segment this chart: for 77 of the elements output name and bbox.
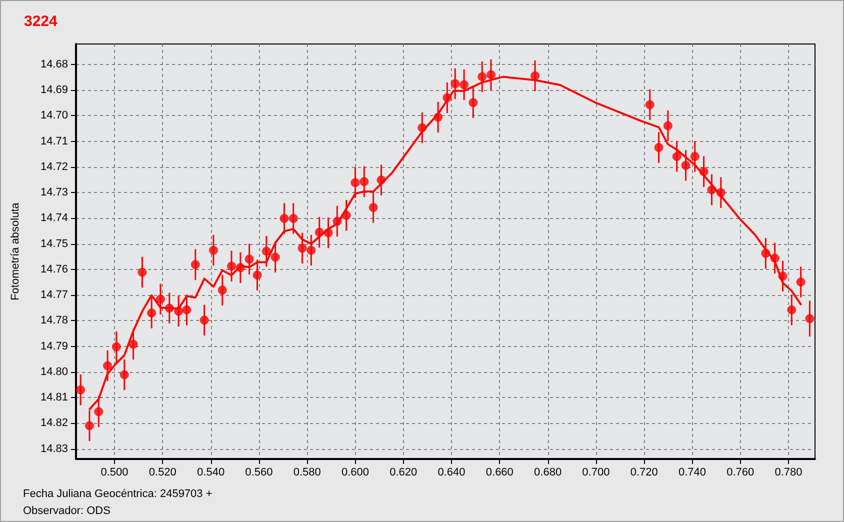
point <box>360 177 369 186</box>
point <box>486 70 496 80</box>
point <box>190 260 200 270</box>
point <box>663 121 672 130</box>
point <box>147 308 156 318</box>
x-tick-label: 0.740 <box>678 466 706 478</box>
point <box>280 214 289 223</box>
chart-title: 3224 <box>24 13 58 30</box>
point <box>218 286 227 295</box>
y-axis-title: Fotometría absoluta <box>10 202 22 300</box>
point <box>460 80 469 90</box>
point <box>478 72 487 82</box>
y-tick-label: 14.83 <box>40 442 68 455</box>
x-tick-label: 0.680 <box>534 466 562 478</box>
point <box>138 268 147 277</box>
point <box>368 202 378 212</box>
point <box>654 142 664 152</box>
point <box>645 100 654 110</box>
text: Observador: ODS <box>23 505 110 517</box>
point <box>103 361 112 370</box>
x-tick-label: 0.780 <box>774 466 802 478</box>
point <box>156 294 165 304</box>
point <box>200 316 209 325</box>
point <box>182 305 192 314</box>
point <box>468 98 478 108</box>
point <box>530 71 540 80</box>
y-tick-label: 14.80 <box>40 366 68 378</box>
x-tick-label: 0.660 <box>486 466 514 478</box>
y-tick-label: 14.74 <box>40 212 68 224</box>
x-tick-label: 0.700 <box>582 466 610 478</box>
point <box>805 314 814 324</box>
y-tick-label: 14.81 <box>40 392 68 404</box>
point <box>84 421 94 430</box>
point <box>244 254 254 264</box>
x-tick-label: 0.620 <box>390 466 418 478</box>
x-tick-label: 0.580 <box>293 466 321 478</box>
x-tick-label: 0.600 <box>341 466 369 478</box>
x-tick-label: 0.540 <box>197 466 225 478</box>
x-tick-label: 0.560 <box>245 466 273 478</box>
point <box>672 152 682 161</box>
y-tick-label: 14.79 <box>40 340 68 352</box>
x-tick-label: 0.640 <box>438 466 466 478</box>
y-tick-label: 14.72 <box>40 160 68 173</box>
point <box>94 407 104 416</box>
y-tick-label: 14.82 <box>40 417 68 430</box>
point <box>350 178 360 188</box>
point <box>270 252 280 262</box>
point <box>252 270 262 280</box>
y-tick-label: 14.68 <box>40 58 68 70</box>
point <box>208 246 218 255</box>
point <box>796 277 806 286</box>
x-tick-label: 0.720 <box>630 466 658 478</box>
point <box>76 385 86 394</box>
y-tick-label: 14.69 <box>40 84 68 96</box>
point <box>681 160 690 170</box>
point <box>120 370 129 380</box>
x-tick-label: 0.760 <box>726 466 754 478</box>
point <box>298 244 307 253</box>
y-tick-label: 14.75 <box>40 238 68 250</box>
point <box>227 262 236 271</box>
point <box>690 152 700 161</box>
point <box>262 246 271 256</box>
y-tick-label: 14.78 <box>40 314 68 327</box>
y-tick-label: 14.77 <box>40 289 68 302</box>
point <box>306 246 316 255</box>
x-axis-title: Fecha Juliana Geocéntrica: 2459703 + <box>23 488 212 500</box>
x-tick-label: 0.500 <box>100 466 128 478</box>
y-tick-label: 14.70 <box>40 110 68 122</box>
point <box>288 214 298 223</box>
y-tick-label: 14.71 <box>40 135 68 148</box>
point <box>128 340 138 349</box>
point <box>450 79 460 88</box>
y-tick-label: 14.73 <box>40 186 68 199</box>
y-tick-label: 14.76 <box>40 263 68 276</box>
x-tick-label: 0.520 <box>148 466 176 478</box>
point <box>787 305 796 314</box>
point <box>112 342 121 352</box>
